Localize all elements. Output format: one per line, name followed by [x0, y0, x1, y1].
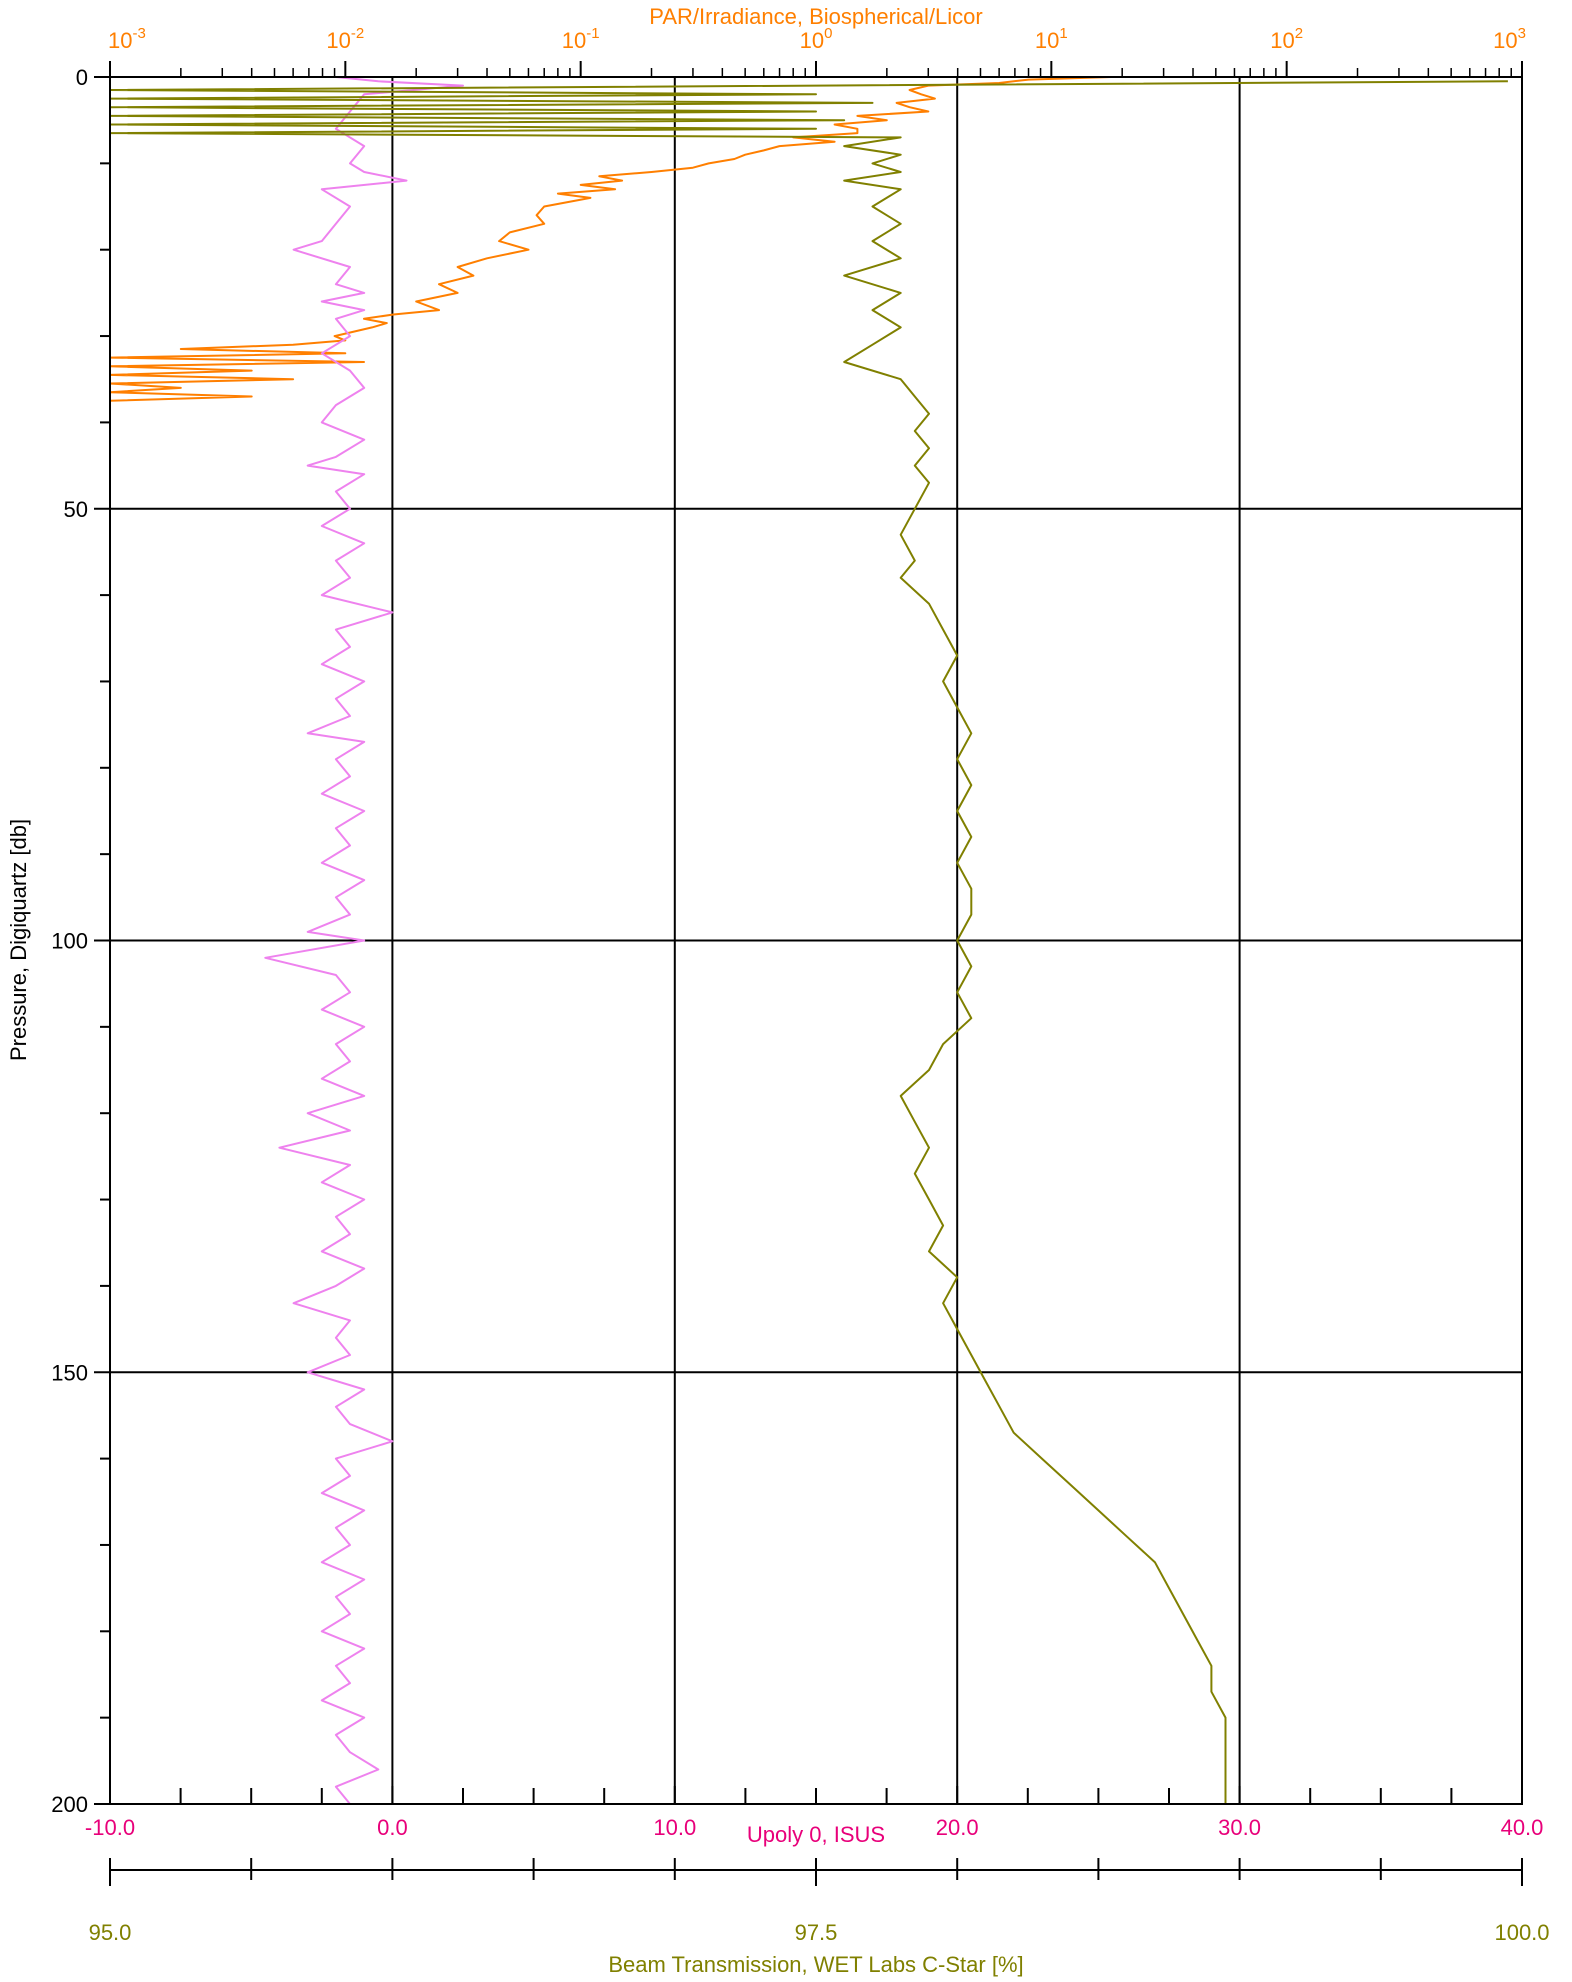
par-irradiance-series [109, 76, 1112, 402]
bottom-axis-tick-label: 40.0 [1501, 1815, 1544, 1840]
second-axis-tick-label: 95.0 [89, 1920, 132, 1945]
left-axis-tick-label: 200 [51, 1792, 88, 1817]
top-axis-title: PAR/Irradiance, Biospherical/Licor [649, 4, 982, 29]
bottom-axis-tick-label: 10.0 [653, 1815, 696, 1840]
second-bottom-axis: 95.0 97.5 100.0 [89, 1858, 1550, 1945]
bottom-axis-tick-label: 0.0 [377, 1815, 408, 1840]
second-axis-tick-label: 97.5 [795, 1920, 838, 1945]
top-axis-tick-label: 102 [1270, 25, 1303, 53]
grid-lines [109, 76, 1523, 1805]
second-axis-tick-label: 100.0 [1494, 1920, 1549, 1945]
top-axis-tick-label: 10-2 [326, 25, 364, 53]
beam-transmission-series [109, 80, 1508, 1804]
top-axis-tick-label: 103 [1493, 25, 1526, 53]
bottom-axis-tick-label: -10.0 [85, 1815, 135, 1840]
data-series [109, 76, 1508, 1805]
left-axis-tick-label: 0 [76, 65, 88, 90]
left-axis-tick-label: 150 [51, 1360, 88, 1385]
top-axis-tick-label: 10-1 [562, 25, 600, 53]
second-bottom-axis-title: Beam Transmission, WET Labs C-Star [%] [608, 1952, 1023, 1977]
bottom-axis-tick-label: 20.0 [936, 1815, 979, 1840]
bottom-axis-tick-label: 30.0 [1218, 1815, 1261, 1840]
top-axis-tick-label: 101 [1035, 25, 1068, 53]
left-axis-tick-label: 50 [64, 497, 88, 522]
left-axis-title: Pressure, Digiquartz [db] [6, 819, 31, 1061]
left-axis-tick-label: 100 [51, 929, 88, 954]
upoly-isus-series [264, 76, 464, 1805]
bottom-axis: -10.0 0.0 10.0 20.0 30.0 40.0 [85, 1786, 1543, 1840]
top-axis-tick-label: 10-3 [108, 25, 146, 53]
top-axis-tick-label: 100 [800, 25, 833, 53]
bottom-axis-title: Upoly 0, ISUS [747, 1822, 885, 1847]
top-axis: 10-3 10-2 10-1 100 101 102 103 [108, 25, 1526, 77]
left-axis: 0 50 100 150 200 [51, 65, 110, 1817]
